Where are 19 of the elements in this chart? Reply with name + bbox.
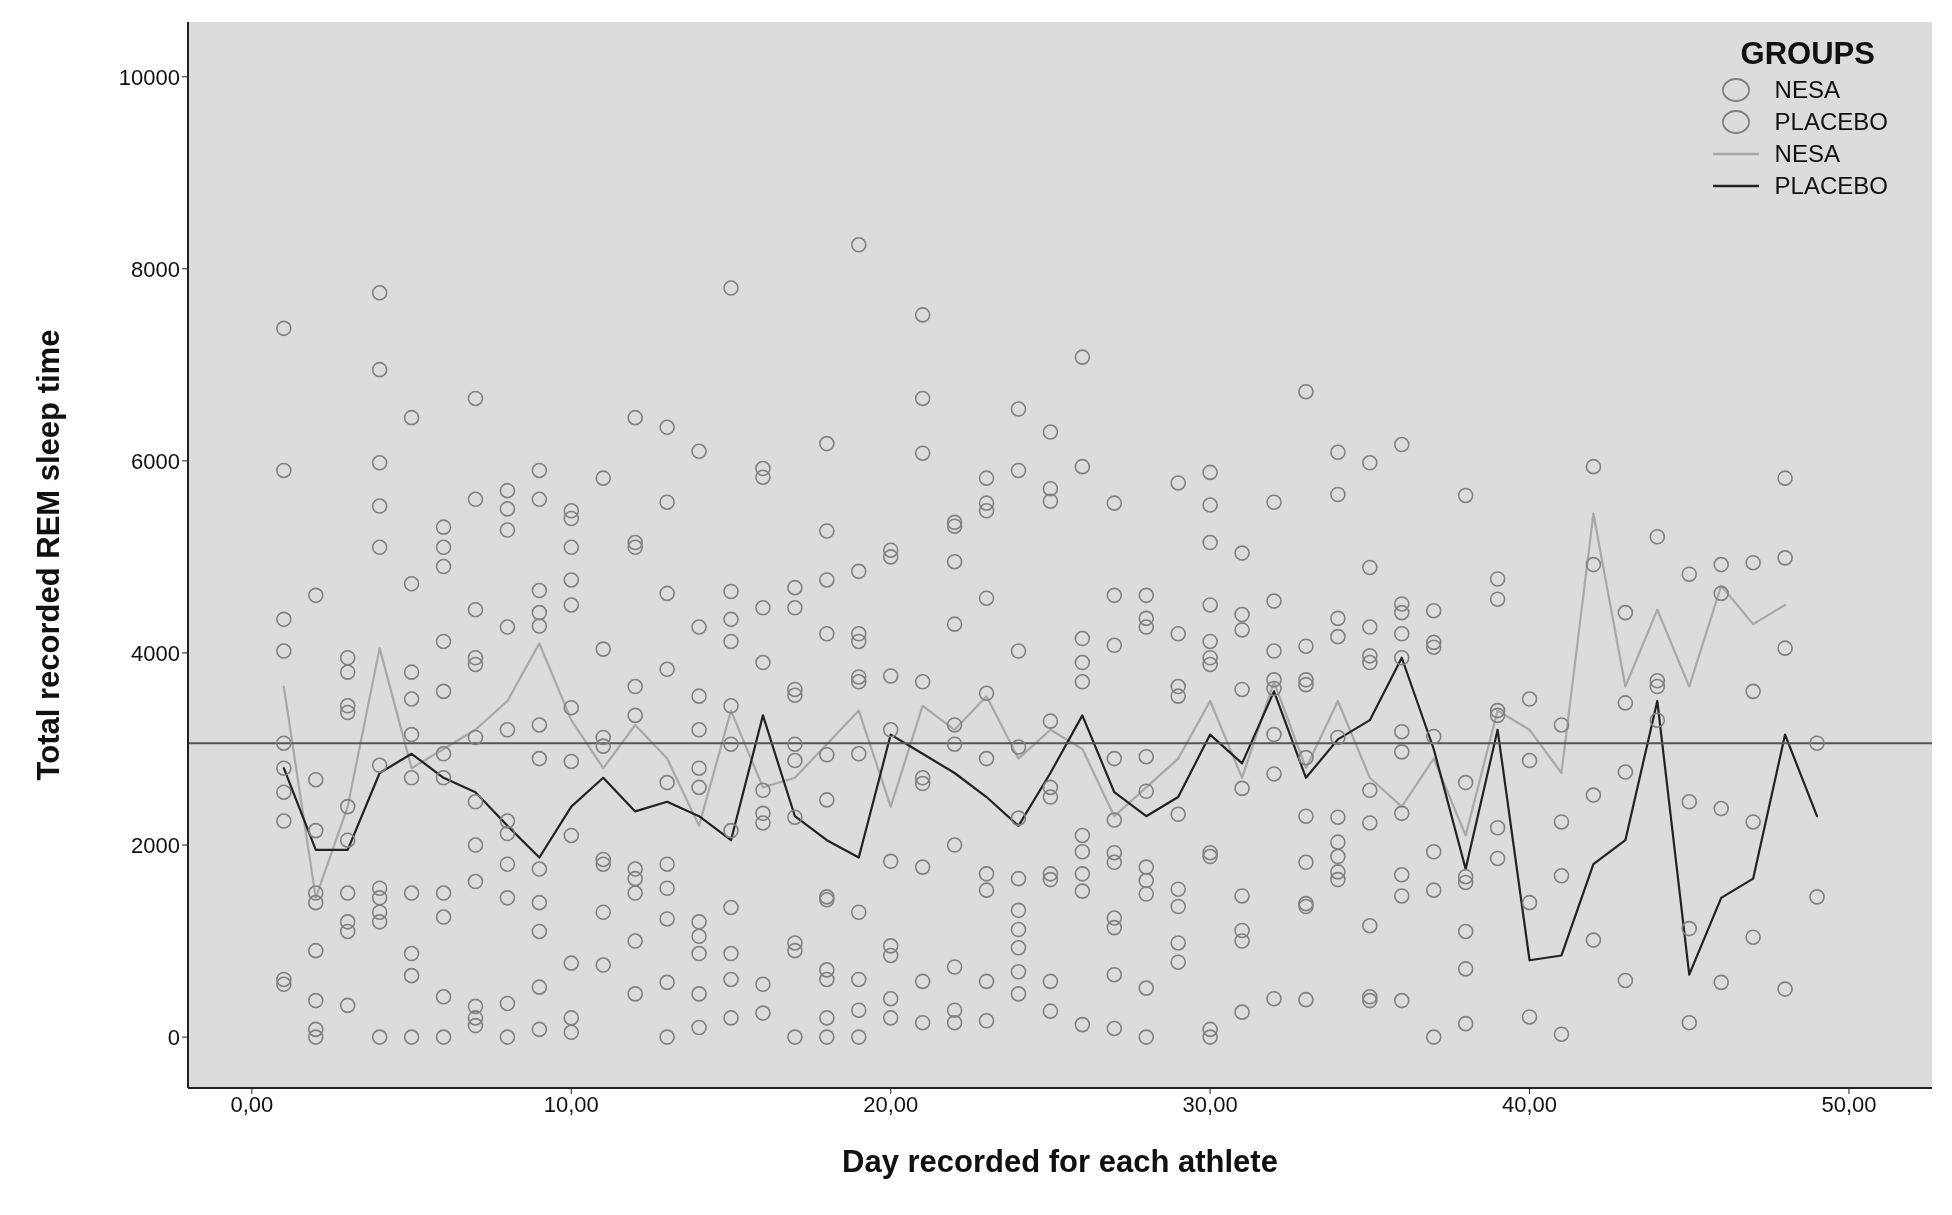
y-tick-label: 0 xyxy=(167,1024,180,1050)
x-tick-label: 40,00 xyxy=(1502,1091,1558,1117)
x-tick-label: 10,00 xyxy=(543,1091,599,1117)
legend-title: GROUPS xyxy=(1739,36,1876,71)
y-tick-label: 4000 xyxy=(131,640,180,666)
y-tick-label: 10000 xyxy=(118,64,180,90)
x-axis-title: Day recorded for each athlete xyxy=(842,1144,1278,1179)
x-tick-label: 50,00 xyxy=(1821,1091,1877,1117)
legend-label: NESA xyxy=(1774,139,1840,169)
y-tick-label: 2000 xyxy=(131,832,180,858)
legend-label: NESA xyxy=(1774,75,1840,105)
legend-label: PLACEBO xyxy=(1774,107,1888,137)
y-tick-label: 8000 xyxy=(131,256,180,282)
legend-label: PLACEBO xyxy=(1774,171,1888,201)
x-tick-label: 20,00 xyxy=(863,1091,919,1117)
y-tick-label: 6000 xyxy=(131,448,180,474)
x-tick-label: 0,00 xyxy=(230,1091,274,1117)
y-axis-title: Total recorded REM sleep time xyxy=(31,329,67,781)
x-tick-label: 30,00 xyxy=(1182,1091,1238,1117)
